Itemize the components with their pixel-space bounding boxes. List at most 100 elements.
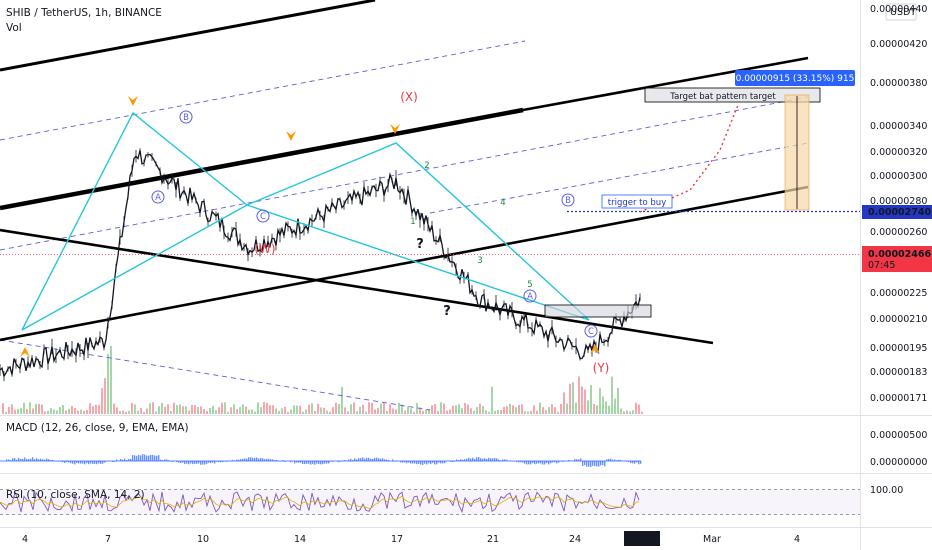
- volume-bar: [278, 410, 280, 414]
- volume-bar: [47, 410, 49, 414]
- macd-bar: [180, 461, 182, 463]
- wave-circle: [584, 324, 598, 338]
- macd-bar: [166, 459, 168, 461]
- macd-bar: [380, 458, 382, 461]
- price-scale[interactable]: USDT 0.00000440 0.00000420 0.00000380 0.…: [862, 3, 932, 496]
- macd-bar: [22, 458, 24, 461]
- macd-bar: [154, 455, 156, 461]
- target-badge-bg[interactable]: [735, 70, 855, 86]
- volume-bar: [341, 386, 343, 414]
- current-price: 0.00002466: [868, 249, 931, 260]
- volume-bar: [461, 408, 463, 414]
- currency-button[interactable]: [885, 3, 917, 21]
- volume-bar: [2, 403, 4, 414]
- time-label: 4: [794, 534, 800, 545]
- macd-bar: [44, 459, 46, 461]
- volume-bar: [632, 410, 634, 414]
- volume-bar: [578, 376, 580, 414]
- volume-bar: [80, 409, 82, 414]
- volume-bar: [491, 386, 493, 414]
- macd-bar: [436, 461, 438, 465]
- target-zone-box[interactable]: [644, 87, 821, 103]
- time-cursor-tag[interactable]: [624, 531, 660, 546]
- volume-bar: [428, 409, 430, 414]
- macd-bar: [338, 461, 340, 463]
- wave-w-label: (W): [254, 242, 275, 256]
- volume-bar: [407, 406, 409, 414]
- macd-bar: [596, 461, 598, 467]
- volume-bar: [374, 409, 376, 414]
- volume-bar: [185, 406, 187, 414]
- macd-bar: [122, 459, 124, 461]
- macd-bar: [306, 461, 308, 464]
- macd-bar: [136, 455, 138, 461]
- macd-bar: [374, 457, 376, 461]
- pivot-arrows: [20, 96, 600, 357]
- macd-bar: [218, 461, 220, 463]
- volume-bar: [86, 410, 88, 414]
- macd-bar: [300, 461, 302, 463]
- macd-bar: [344, 460, 346, 461]
- macd-bar: [70, 461, 72, 464]
- volume-bar: [641, 411, 643, 414]
- macd-bar: [126, 460, 128, 461]
- macd-bar: [68, 461, 70, 463]
- macd-bar: [348, 459, 350, 461]
- volume-bar: [521, 404, 523, 414]
- macd-bar: [236, 459, 238, 461]
- main-pane[interactable]: [0, 0, 860, 415]
- volume-bar: [89, 403, 91, 414]
- macd-bar: [284, 461, 286, 462]
- macd-bar: [140, 455, 142, 461]
- volume-bar: [410, 408, 412, 414]
- volume-bar: [215, 410, 217, 414]
- macd-bar: [474, 458, 476, 461]
- macd-bar: [62, 461, 64, 463]
- volume-bar: [359, 406, 361, 414]
- volume-bar: [482, 406, 484, 414]
- macd-bar: [468, 457, 470, 461]
- time-label: 4: [22, 534, 28, 545]
- volume-bar: [422, 410, 424, 414]
- volume-bar: [110, 346, 112, 414]
- macd-bar: [554, 461, 556, 463]
- macd-bar: [612, 459, 614, 461]
- time-axis[interactable]: 4 7 10 14 17 21 24 12:30 Mar 4: [22, 531, 800, 546]
- arrow-down-icon: [286, 131, 296, 141]
- wave-circle: [561, 193, 575, 207]
- macd-bar: [582, 461, 584, 467]
- volume-bar: [263, 402, 265, 414]
- macd-bar: [124, 458, 126, 461]
- macd-bar: [320, 461, 322, 465]
- volume-bar: [395, 409, 397, 414]
- price-tick: 0.00000183: [870, 367, 927, 378]
- macd-bar: [152, 454, 154, 461]
- trigger-label-box[interactable]: [601, 194, 673, 209]
- macd-bar: [482, 458, 484, 461]
- macd-bar: [12, 458, 14, 461]
- volume-bar: [635, 402, 637, 414]
- macd-bar: [492, 458, 494, 461]
- macd-bar: [32, 457, 34, 461]
- macd-bar: [276, 459, 278, 461]
- volume-bar: [326, 410, 328, 414]
- volume-bar: [122, 410, 124, 414]
- macd-bar: [120, 459, 122, 461]
- trigger-label: trigger to buy: [608, 198, 666, 208]
- macd-bar: [178, 461, 180, 463]
- macd-bar: [478, 457, 480, 461]
- wave-x-label: (X): [400, 90, 418, 104]
- trigger-price-tag[interactable]: [862, 205, 932, 219]
- volume-bar: [170, 411, 172, 414]
- volume-bars: [2, 346, 643, 414]
- current-price-tag[interactable]: [862, 246, 932, 272]
- macd-bar: [6, 459, 8, 461]
- macd-bar: [156, 455, 158, 461]
- price-tick: 0.00000225: [870, 288, 927, 299]
- volume-bar: [77, 410, 79, 414]
- support-zone-box[interactable]: [544, 304, 652, 318]
- volume-bar: [455, 405, 457, 414]
- macd-bar: [488, 457, 490, 461]
- macd-bar: [270, 459, 272, 461]
